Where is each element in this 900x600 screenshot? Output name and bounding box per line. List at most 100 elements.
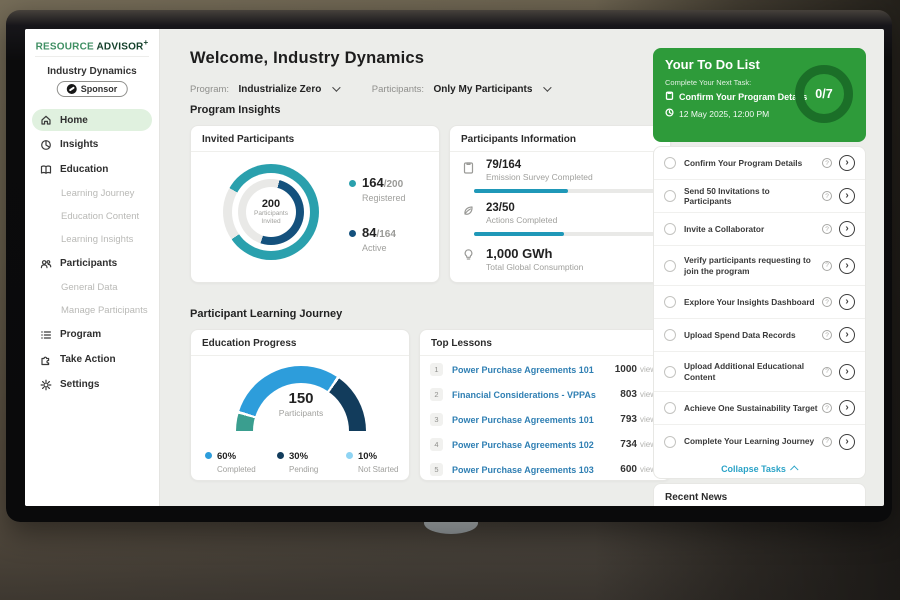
participants-filter-label: Participants: [371, 84, 425, 95]
stat-value: 23/50 [486, 202, 515, 214]
lesson-link[interactable]: Power Purchase Agreements 101 [452, 414, 594, 425]
sidebar-item-learning-insights[interactable]: Learning Insights [25, 228, 159, 251]
todo-next-task: Confirm Your Program Details [665, 91, 807, 102]
todo-progress-ring: 0/7 [795, 65, 853, 123]
views-label: views [639, 440, 660, 449]
todo-title: Your To Do List [665, 57, 760, 72]
lesson-link[interactable]: Power Purchase Agreements 103 [452, 464, 594, 475]
sidebar-item-take-action[interactable]: Take Action [25, 347, 159, 372]
question-circle-icon[interactable]: ? [822, 297, 832, 307]
task-go-button[interactable]: › [839, 363, 855, 380]
sidebar-item-participants[interactable]: Participants [25, 251, 159, 276]
education-gauge [236, 366, 366, 432]
todo-task-list: Confirm Your Program Details ? › Send 50… [653, 146, 866, 479]
task-label: Verify participants requesting to join t… [684, 255, 811, 276]
views-label: views [639, 465, 660, 474]
program-filter[interactable]: Program: Industrialize Zero [190, 79, 341, 97]
task-checkbox[interactable] [664, 157, 676, 169]
stat-actions-completed: 23/50 Actions Completed [462, 202, 658, 225]
stat-value: 1,000 GWh [486, 246, 553, 261]
task-row: Complete Your Learning Journey ? › [654, 425, 865, 458]
legend-dot [349, 180, 356, 187]
question-circle-icon[interactable]: ? [822, 403, 832, 413]
rank-badge: 1 [430, 363, 443, 376]
views-count: 600 [620, 464, 637, 475]
task-go-button[interactable]: › [839, 327, 855, 343]
participants-filter[interactable]: Participants: Only My Participants [371, 79, 552, 97]
sidebar-item-program[interactable]: Program [25, 322, 159, 347]
sidebar-item-settings[interactable]: Settings [25, 372, 159, 397]
sidebar-menu: Home Insights Education Learning Journey… [25, 107, 159, 397]
views-label: views [639, 365, 660, 374]
task-row: Send 50 Invitations to Participants ? › [654, 180, 865, 213]
question-circle-icon[interactable]: ? [822, 224, 832, 234]
task-row: Verify participants requesting to join t… [654, 246, 865, 286]
todo-header-card: Your To Do List Complete Your Next Task:… [653, 48, 866, 142]
task-label: Explore Your Insights Dashboard [684, 296, 815, 307]
todo-due-label: 12 May 2025, 12:00 PM [679, 108, 770, 119]
lesson-row: 3 Power Purchase Agreements 101 793 view… [430, 407, 660, 432]
progress-track [474, 189, 670, 193]
sidebar-item-insights[interactable]: Insights [25, 132, 159, 157]
sponsor-badge[interactable]: Sponsor [56, 81, 128, 97]
puzzle-icon [40, 354, 52, 366]
task-go-button[interactable]: › [839, 221, 855, 237]
list-icon [40, 329, 52, 341]
donut-center-value: 200 [261, 197, 281, 210]
legend-value: 10% [358, 451, 378, 462]
stat-global-consumption: 1,000 GWh Total Global Consumption [462, 246, 658, 272]
collapse-tasks-link[interactable]: Collapse Tasks [654, 464, 865, 474]
task-go-button[interactable]: › [839, 257, 855, 274]
question-circle-icon[interactable]: ? [822, 436, 832, 447]
sponsor-lock-icon [66, 84, 77, 94]
question-circle-icon[interactable]: ? [822, 158, 832, 168]
task-checkbox[interactable] [664, 365, 676, 378]
logo-text-primary: RESOURCE [35, 41, 94, 53]
question-circle-icon[interactable]: ? [822, 366, 832, 377]
pie-chart-icon [40, 139, 52, 151]
lesson-link[interactable]: Financial Considerations - VPPAs [452, 389, 596, 400]
legend-total: /164 [376, 229, 396, 240]
legend-value: 30% [289, 451, 309, 462]
sidebar-item-education[interactable]: Education [25, 157, 159, 182]
progress-fill [474, 232, 565, 236]
lesson-link[interactable]: Power Purchase Agreements 101 [452, 364, 594, 375]
task-checkbox[interactable] [664, 296, 676, 308]
card-title: Top Lessons [420, 330, 670, 356]
rank-badge: 3 [430, 413, 443, 426]
task-checkbox[interactable] [664, 435, 676, 448]
progress-track [474, 232, 670, 236]
stat-label: Actions Completed [486, 215, 558, 225]
sidebar-item-education-content[interactable]: Education Content [25, 205, 159, 228]
sidebar-item-label: Learning Journey [61, 188, 135, 199]
chevron-down-icon [331, 83, 341, 92]
task-checkbox[interactable] [664, 190, 676, 202]
task-checkbox[interactable] [664, 223, 676, 235]
donut-gap: 200 Participants Invited [232, 173, 310, 251]
task-checkbox[interactable] [664, 402, 676, 414]
task-go-button[interactable]: › [839, 433, 855, 450]
task-go-button[interactable]: › [839, 188, 855, 204]
lesson-link[interactable]: Power Purchase Agreements 102 [452, 439, 594, 450]
sidebar-item-label: Program [60, 329, 102, 340]
task-row: Upload Spend Data Records ? › [654, 319, 865, 352]
task-label: Confirm Your Program Details [684, 157, 803, 168]
stat-value: 79/164 [486, 159, 522, 171]
card-title: Participants Information [450, 126, 670, 152]
task-go-button[interactable]: › [839, 400, 855, 416]
sidebar-item-general-data[interactable]: General Data [25, 276, 159, 299]
question-circle-icon[interactable]: ? [822, 191, 832, 201]
sidebar-item-label: Insights [60, 139, 99, 150]
education-progress-card: Education Progress 150 Participants 60% … [190, 329, 410, 481]
task-checkbox[interactable] [664, 329, 676, 341]
sidebar-item-learning-journey[interactable]: Learning Journey [25, 182, 159, 205]
task-checkbox[interactable] [664, 259, 676, 272]
question-circle-icon[interactable]: ? [822, 260, 832, 271]
sidebar-item-home[interactable]: Home [32, 109, 152, 131]
question-circle-icon[interactable]: ? [822, 330, 832, 340]
task-go-button[interactable]: › [839, 294, 855, 310]
stat-label: Total Global Consumption [486, 262, 584, 272]
task-go-button[interactable]: › [839, 155, 855, 171]
sidebar-item-manage-participants[interactable]: Manage Participants [25, 299, 159, 322]
views-count: 803 [620, 389, 637, 400]
